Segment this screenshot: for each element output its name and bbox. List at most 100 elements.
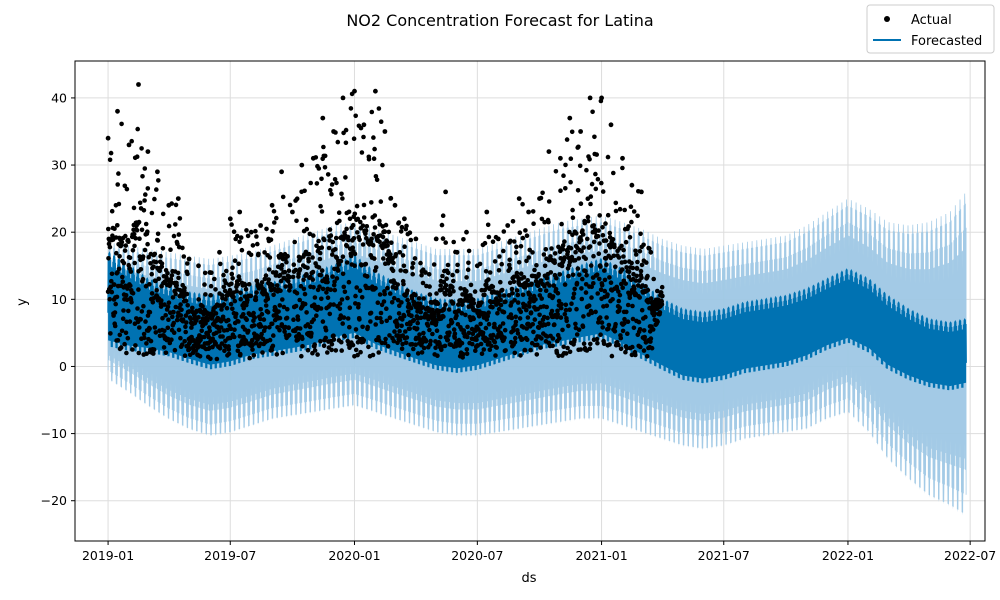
actual-point	[598, 332, 603, 338]
actual-peak-point	[373, 88, 378, 94]
actual-point	[299, 353, 304, 359]
actual-point	[279, 322, 285, 327]
actual-point	[443, 292, 448, 297]
actual-point	[610, 297, 615, 302]
actual-point	[498, 302, 504, 308]
actual-point	[613, 200, 619, 206]
actual-point	[238, 351, 243, 357]
actual-point	[218, 325, 224, 330]
actual-point	[582, 220, 588, 226]
actual-point	[490, 284, 496, 290]
actual-point	[339, 191, 344, 197]
actual-point	[562, 282, 568, 287]
actual-point	[221, 284, 227, 290]
actual-point	[325, 172, 331, 177]
actual-point	[383, 222, 389, 228]
actual-point	[569, 129, 575, 135]
actual-point	[387, 333, 392, 338]
actual-point	[574, 332, 580, 337]
actual-point	[135, 126, 140, 132]
actual-point	[308, 180, 314, 186]
actual-point	[625, 319, 631, 325]
actual-point	[512, 339, 518, 345]
actual-point	[387, 291, 393, 296]
actual-point	[259, 280, 265, 285]
actual-peak-point	[217, 249, 222, 255]
actual-point	[342, 334, 348, 339]
actual-point	[597, 241, 602, 246]
actual-point	[230, 306, 235, 312]
actual-point	[124, 186, 130, 192]
actual-point	[226, 351, 232, 357]
actual-point	[322, 153, 328, 159]
actual-point	[605, 154, 611, 160]
actual-point	[132, 243, 137, 249]
actual-point	[649, 345, 655, 351]
actual-point	[329, 191, 334, 197]
actual-point	[295, 337, 301, 343]
actual-point	[270, 283, 275, 288]
actual-point	[233, 311, 239, 317]
actual-point	[531, 329, 536, 335]
actual-point	[185, 261, 190, 266]
actual-point	[182, 353, 188, 359]
actual-point	[222, 348, 227, 354]
actual-point	[284, 259, 289, 265]
actual-point	[607, 342, 612, 347]
actual-point	[603, 238, 609, 243]
actual-point	[120, 279, 126, 285]
actual-point	[434, 328, 440, 334]
actual-point	[376, 106, 382, 111]
actual-point	[224, 268, 229, 274]
actual-point	[555, 290, 561, 296]
actual-point	[591, 223, 597, 228]
actual-point	[420, 305, 426, 310]
actual-point	[502, 335, 507, 341]
x-tick-label: 2022-01	[822, 548, 874, 563]
actual-point	[528, 310, 534, 315]
actual-point	[179, 342, 185, 348]
actual-point	[570, 232, 575, 238]
actual-point	[559, 221, 564, 227]
actual-point	[575, 188, 581, 193]
actual-peak-point	[599, 95, 604, 101]
actual-peak-point	[413, 236, 419, 242]
actual-point	[317, 284, 322, 290]
actual-point	[618, 335, 624, 341]
actual-peak-point	[505, 223, 511, 228]
actual-point	[392, 295, 397, 301]
actual-point	[645, 273, 650, 279]
actual-point	[600, 233, 606, 238]
actual-point	[271, 292, 276, 298]
actual-point	[336, 262, 342, 267]
actual-point	[286, 268, 292, 274]
actual-point	[283, 284, 289, 289]
actual-point	[410, 261, 416, 266]
actual-point	[407, 326, 413, 331]
y-tick-label: 40	[51, 90, 67, 105]
actual-point	[124, 350, 129, 356]
actual-point	[304, 226, 310, 232]
actual-point	[513, 319, 519, 325]
actual-point	[627, 295, 633, 301]
actual-point	[538, 287, 543, 293]
actual-point	[397, 250, 403, 255]
actual-point	[254, 234, 259, 239]
actual-point	[237, 239, 242, 245]
actual-point	[272, 220, 277, 225]
actual-point	[250, 243, 256, 248]
actual-point	[624, 309, 629, 315]
actual-point	[596, 228, 601, 233]
actual-peak-point	[392, 202, 398, 208]
actual-point	[388, 252, 393, 257]
actual-point	[144, 351, 149, 357]
actual-point	[354, 285, 360, 290]
actual-point	[622, 320, 627, 326]
y-axis-title: y	[15, 298, 30, 306]
actual-peak-point	[340, 95, 346, 101]
actual-point	[355, 352, 360, 358]
actual-point	[578, 347, 583, 352]
actual-point	[208, 356, 213, 362]
actual-point	[503, 299, 508, 305]
actual-point	[214, 356, 220, 362]
